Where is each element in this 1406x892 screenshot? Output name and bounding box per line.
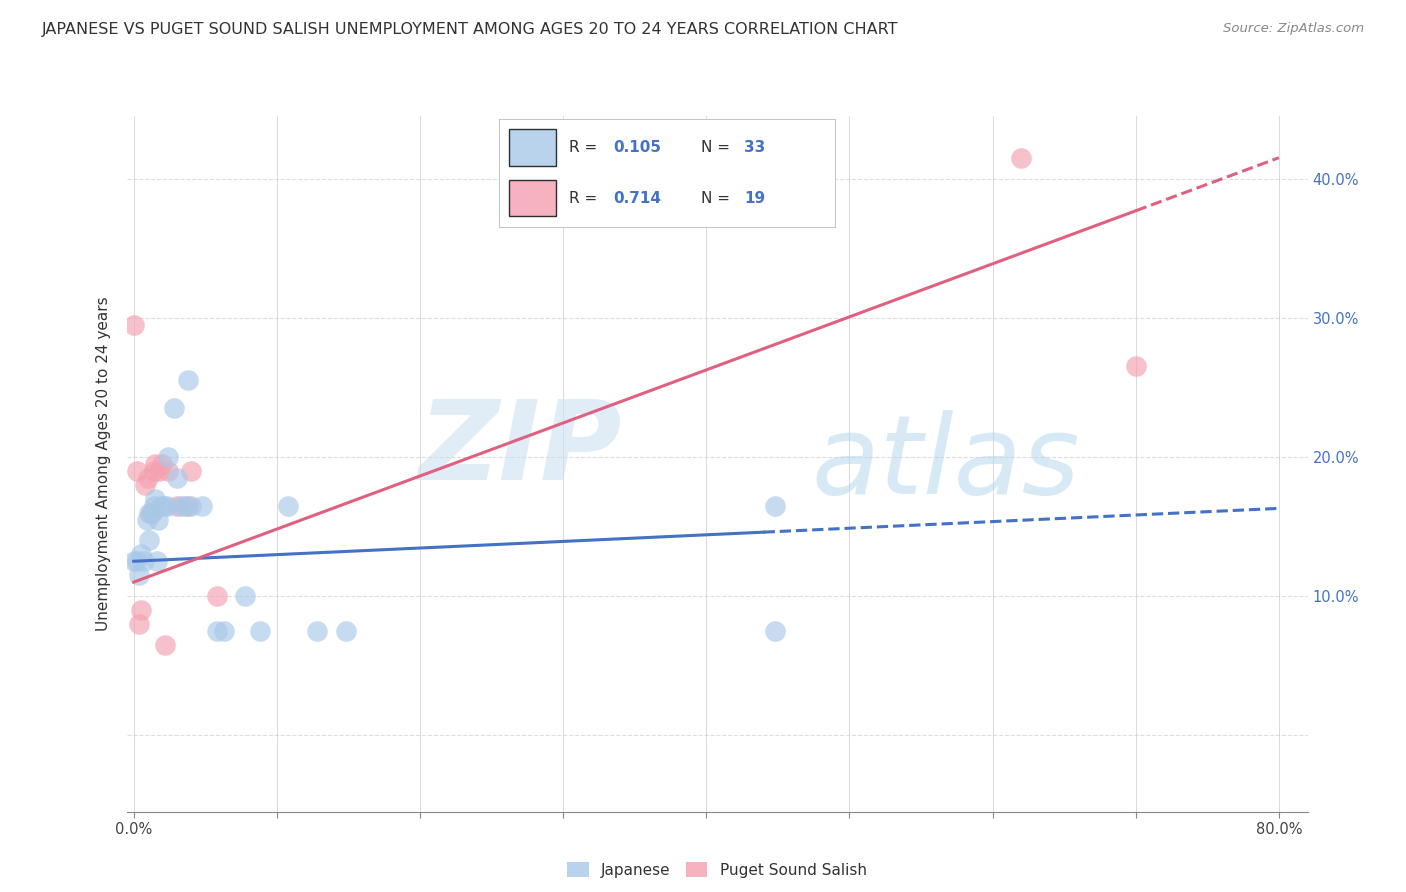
Point (128, 568, 150, 582)
Text: atlas: atlas (811, 410, 1080, 517)
Text: ZIP: ZIP (419, 396, 623, 503)
Point (166, 499, 188, 513)
Point (135, 512, 157, 526)
Point (335, 624, 357, 638)
Point (277, 499, 299, 513)
Point (170, 499, 193, 513)
Point (205, 624, 228, 638)
Point (763, 624, 786, 638)
Point (177, 499, 200, 513)
Point (212, 624, 235, 638)
Legend: Japanese, Puget Sound Salish: Japanese, Puget Sound Salish (561, 856, 873, 884)
Point (143, 457, 166, 471)
Point (150, 457, 173, 471)
Point (136, 471, 159, 485)
Point (153, 638, 176, 652)
Y-axis label: Unemployment Among Ages 20 to 24 years: Unemployment Among Ages 20 to 24 years (96, 296, 111, 632)
Point (122, 318, 145, 332)
Point (180, 464, 202, 478)
Point (125, 554, 148, 568)
Point (134, 477, 156, 491)
Point (146, 512, 169, 526)
Point (129, 547, 152, 561)
Point (205, 589, 228, 603)
Point (149, 499, 172, 513)
Point (142, 499, 165, 513)
Point (1125, 359, 1147, 374)
Point (235, 589, 257, 603)
Point (132, 554, 155, 568)
Point (249, 624, 271, 638)
Point (138, 506, 160, 520)
Point (157, 464, 180, 478)
Point (157, 450, 180, 464)
Point (156, 499, 179, 513)
Point (166, 471, 188, 485)
Point (125, 464, 148, 478)
Point (180, 499, 202, 513)
Point (142, 464, 165, 478)
Point (163, 401, 186, 416)
Point (138, 533, 160, 548)
Point (177, 373, 200, 387)
Point (174, 499, 197, 513)
Point (129, 603, 152, 617)
Point (122, 554, 145, 568)
Point (143, 491, 166, 506)
Point (191, 499, 214, 513)
Point (763, 499, 786, 513)
Text: JAPANESE VS PUGET SOUND SALISH UNEMPLOYMENT AMONG AGES 20 TO 24 YEARS CORRELATIO: JAPANESE VS PUGET SOUND SALISH UNEMPLOYM… (42, 22, 898, 37)
Point (1010, 151, 1032, 165)
Point (152, 499, 174, 513)
Point (148, 464, 170, 478)
Point (305, 624, 328, 638)
Point (139, 506, 162, 520)
Point (141, 506, 163, 520)
Point (128, 616, 150, 631)
Point (145, 554, 167, 568)
Text: Source: ZipAtlas.com: Source: ZipAtlas.com (1223, 22, 1364, 36)
